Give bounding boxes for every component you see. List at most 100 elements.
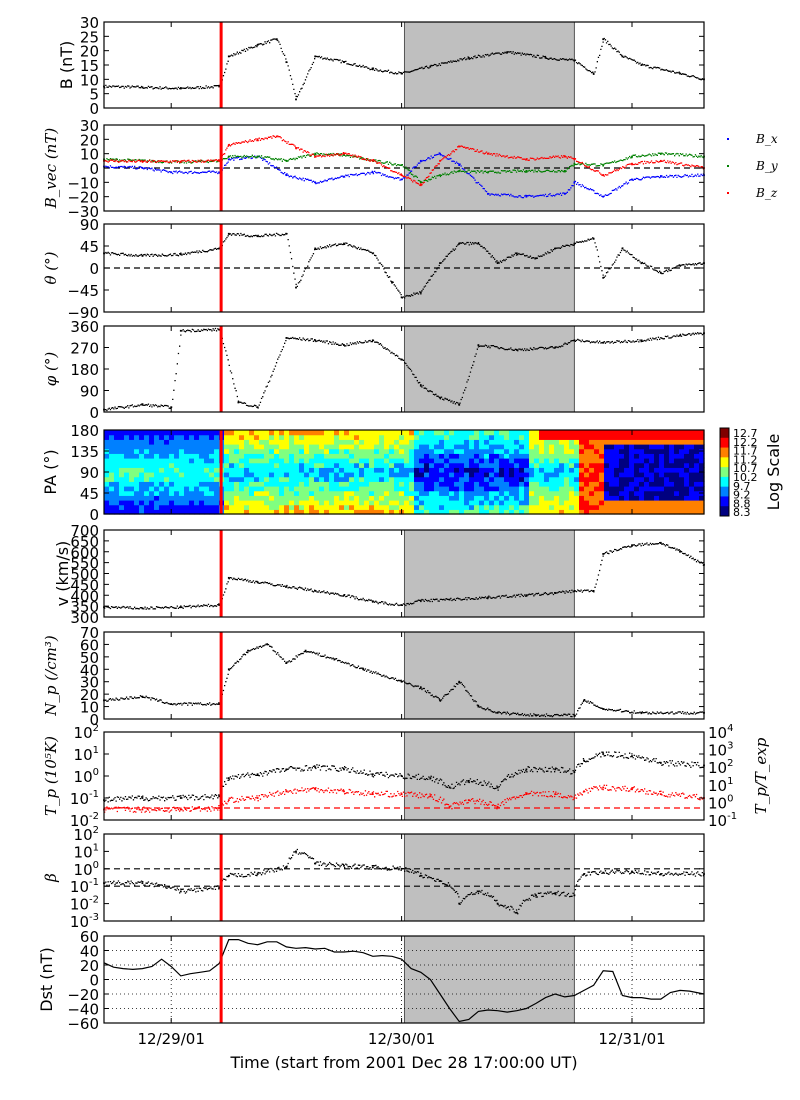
pa-cell [154, 434, 160, 440]
pa-cell [644, 504, 650, 510]
pa-cell [449, 476, 455, 482]
pa-cell [204, 462, 210, 468]
pa-cell [454, 462, 460, 468]
pa-cell [564, 467, 570, 473]
pa-cell [269, 481, 275, 487]
pa-cell [609, 472, 615, 478]
pa-cell [264, 458, 270, 464]
data-point [218, 886, 221, 889]
pa-cell [184, 453, 190, 459]
y-tick-label: 400 [70, 587, 99, 605]
pa-cell [309, 458, 315, 464]
pa-cell [209, 462, 215, 468]
pa-cell [364, 500, 370, 506]
pa-cell [619, 448, 625, 454]
pa-cell [384, 434, 390, 440]
pa-cell [639, 481, 645, 487]
pa-cell [404, 476, 410, 482]
pa-cell [344, 439, 350, 445]
pa-cell [254, 444, 260, 450]
pa-cell [199, 472, 205, 478]
pa-cell [664, 486, 670, 492]
pa-cell [259, 495, 265, 501]
pa-cell [384, 453, 390, 459]
pa-cell [629, 486, 635, 492]
pa-cell [564, 444, 570, 450]
pa-cell [544, 486, 550, 492]
pa-cell [579, 490, 585, 496]
pa-cell [129, 509, 135, 515]
data-point [467, 56, 470, 59]
pa-cell [204, 448, 210, 454]
pa-cell [204, 504, 210, 510]
pa-cell [399, 434, 405, 440]
pa-cell [584, 434, 590, 440]
pa-cell [109, 476, 115, 482]
pa-cell [424, 500, 430, 506]
pa-cell [679, 481, 685, 487]
data-point [525, 768, 528, 771]
pa-cell [129, 462, 135, 468]
pa-cell [339, 430, 345, 436]
pa-cell [689, 486, 695, 492]
pa-cell [494, 448, 500, 454]
pa-cell [459, 430, 465, 436]
pa-cell [264, 472, 270, 478]
pa-cell [609, 430, 615, 436]
pa-cell [454, 434, 460, 440]
pa-cell [694, 486, 700, 492]
pa-cell [179, 467, 185, 473]
pa-cell [339, 495, 345, 501]
pa-cell [389, 453, 395, 459]
y-tick-label: 101 [74, 745, 99, 764]
pa-cell [574, 495, 580, 501]
pa-cell [119, 458, 125, 464]
pa-cell [414, 439, 420, 445]
pa-cell [569, 439, 575, 445]
pa-cell [144, 476, 150, 482]
pa-cell [214, 476, 220, 482]
pa-cell [579, 453, 585, 459]
pa-cell [339, 476, 345, 482]
pa-cell [399, 448, 405, 454]
pa-cell [439, 486, 445, 492]
pa-cell [699, 481, 705, 487]
pa-cell [614, 439, 620, 445]
pa-cell [184, 509, 190, 515]
pa-cell [284, 495, 290, 501]
pa-cell [209, 500, 215, 506]
pa-cell [349, 453, 355, 459]
pa-cell [499, 495, 505, 501]
pa-cell [259, 486, 265, 492]
pa-cell [144, 439, 150, 445]
pa-cell [379, 504, 385, 510]
pa-cell [404, 434, 410, 440]
pa-cell [324, 434, 330, 440]
pa-cell [484, 462, 490, 468]
pa-cell [604, 467, 610, 473]
pa-cell [369, 458, 375, 464]
pa-cell [384, 444, 390, 450]
pa-cell [484, 467, 490, 473]
pa-cell [369, 504, 375, 510]
pa-cell [444, 467, 450, 473]
pa-cell [534, 481, 540, 487]
pa-cell [229, 486, 235, 492]
pa-cell [669, 504, 675, 510]
pa-cell [199, 444, 205, 450]
data-point [631, 162, 633, 165]
data-point [659, 152, 662, 155]
pa-cell [534, 495, 540, 501]
pa-cell [324, 490, 330, 496]
pa-cell [699, 476, 705, 482]
pa-cell [659, 500, 665, 506]
pa-cell [234, 444, 240, 450]
shaded-interval [403, 325, 575, 413]
pa-cell [449, 490, 455, 496]
pa-cell [324, 500, 330, 506]
pa-cell [284, 472, 290, 478]
pa-cell [364, 439, 370, 445]
pa-cell [659, 439, 665, 445]
pa-cell [434, 504, 440, 510]
